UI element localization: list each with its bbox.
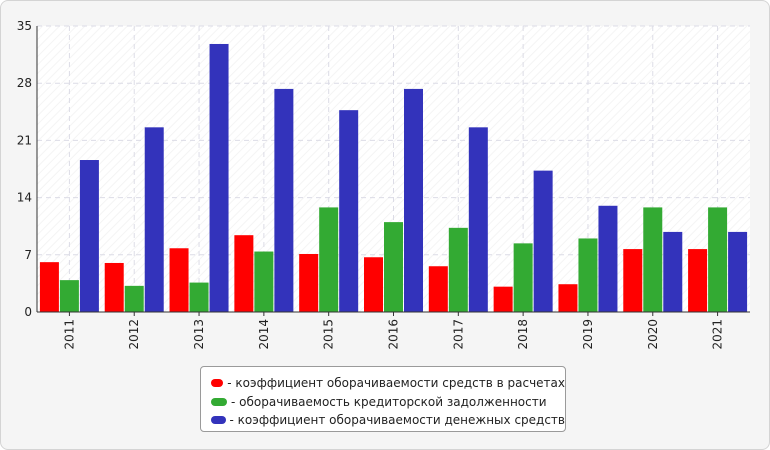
y-tick-label: 28 [17,76,32,90]
bar-2012-s1 [104,262,124,312]
x-tick-label: 2011 [62,319,76,350]
bar-2013-s3 [209,43,229,312]
bar-2012-s3 [144,127,164,312]
x-tick-label: 2015 [322,319,336,350]
x-tick-label: 2020 [646,319,660,350]
y-tick-label: 21 [17,133,32,147]
bar-2017-s2 [448,227,468,312]
x-tick-label: 2016 [387,319,401,350]
legend-label: - коэффициент оборачиваемости денежных с… [229,413,566,428]
bar-2012-s2 [124,285,144,312]
bar-2018-s3 [533,170,553,312]
bar-2013-s2 [189,282,209,312]
legend-label: - оборачиваемость кредиторской задолженн… [231,394,547,409]
bar-2018-s2 [513,243,533,312]
bar-2014-s1 [234,235,254,312]
legend-swatch-blue [211,416,226,425]
bar-2020-s1 [623,249,643,312]
legend-entry: - коэффициент оборачиваемости средств в … [211,374,565,393]
y-tick-label: 14 [17,191,32,205]
bar-2020-s3 [663,231,683,312]
bar-2015-s1 [299,253,319,312]
bar-2017-s3 [468,127,488,312]
bar-2011-s2 [59,280,79,312]
bar-2019-s2 [578,238,598,312]
y-tick-label: 0 [24,305,32,319]
bar-2021-s1 [688,249,708,312]
legend-entry: - коэффициент оборачиваемости денежных с… [211,411,565,430]
bar-2016-s2 [384,222,403,312]
bar-2013-s1 [169,248,189,312]
y-tick-label: 7 [24,248,32,262]
bar-2019-s3 [598,205,618,312]
x-tick-label: 2013 [192,319,206,350]
x-tick-label: 2014 [257,319,271,350]
bar-2021-s3 [728,231,748,312]
legend-swatch-green [211,397,227,406]
bar-2016-s3 [404,88,423,312]
bar-2015-s2 [319,207,339,312]
x-tick-label: 2017 [451,319,465,350]
bar-2014-s3 [274,88,294,312]
bar-2019-s1 [558,284,578,312]
bar-2011-s1 [39,262,59,312]
bar-2017-s1 [428,266,448,312]
bars-group [39,43,748,312]
x-tick-label: 2018 [516,319,530,350]
bar-2014-s2 [254,251,274,312]
bar-2021-s2 [708,207,728,312]
legend-entry: - оборачиваемость кредиторской задолженн… [211,393,565,412]
x-tick-labels: 2011 2012 2013 2014 2015 2016 2017 2018 2019 2020… [62,319,724,350]
x-tick-label: 2021 [711,319,725,350]
bar-2015-s3 [339,110,359,312]
y-tick-labels: 0 7 14 21 28 35 [17,19,32,319]
chart-legend: - коэффициент оборачиваемости средств в … [200,366,566,432]
legend-label: - коэффициент оборачиваемости средств в … [227,376,565,391]
legend-swatch-red [211,379,224,388]
bar-2016-s1 [364,257,383,312]
bar-2018-s1 [493,286,513,312]
x-tick-label: 2012 [127,319,141,350]
y-tick-label: 35 [17,19,32,33]
x-tick-label: 2019 [581,319,595,350]
bar-2020-s2 [643,207,663,312]
bar-2011-s3 [79,160,99,312]
axes-group [36,26,750,313]
